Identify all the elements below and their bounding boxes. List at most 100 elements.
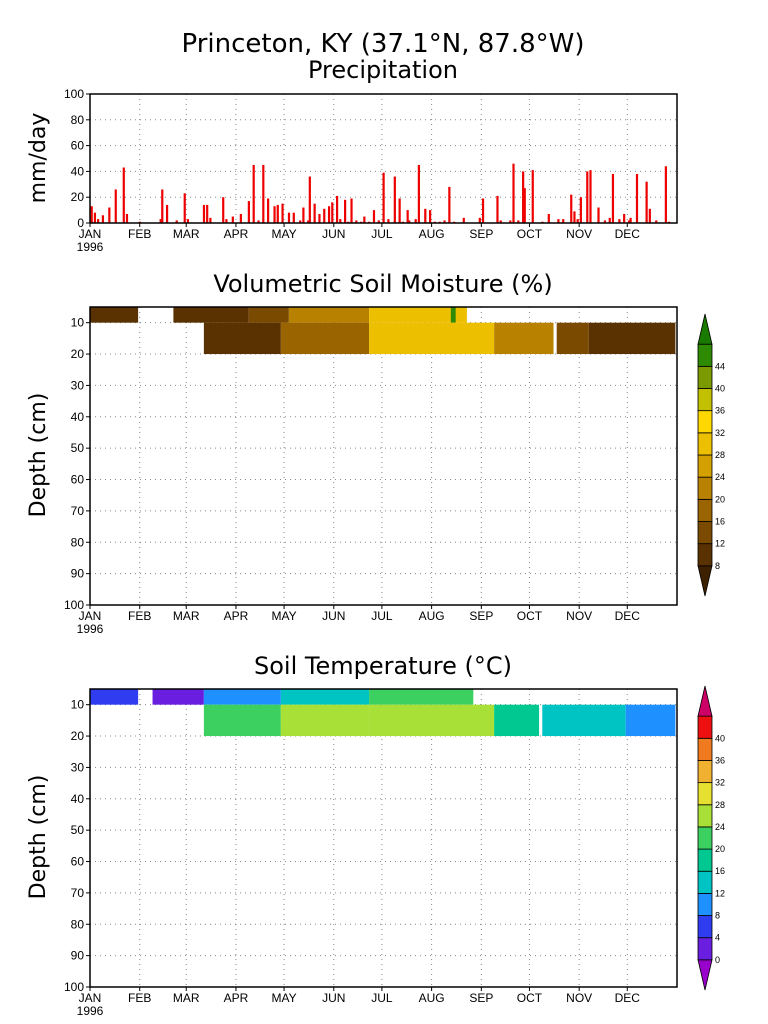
precip-bar <box>125 213 129 223</box>
precip-bar <box>355 220 358 223</box>
heatmap-cell <box>450 307 456 323</box>
y-tick-label: 100 <box>64 598 84 612</box>
x-tick-label: JUL <box>371 227 393 241</box>
precip-bar <box>509 220 512 223</box>
colorbar-label: 8 <box>715 911 720 921</box>
precip-bar <box>570 194 573 223</box>
precip-bar <box>287 212 291 223</box>
y-tick-label: 70 <box>71 504 85 518</box>
precip-bar <box>327 206 331 223</box>
x-tick-label: APR <box>224 227 249 241</box>
precip-bar <box>557 219 560 223</box>
x-tick-label: MAR <box>173 227 200 241</box>
heatmap-cell <box>248 307 289 323</box>
colorbar-swatch <box>697 565 713 597</box>
precip-bar <box>331 202 334 223</box>
precip-bar <box>222 197 225 223</box>
x-tick-label: SEP <box>469 609 493 623</box>
x-tick-label: DEC <box>615 609 641 623</box>
precip-bar <box>629 217 632 223</box>
heatmap-cell <box>90 689 139 705</box>
precip-bar <box>608 217 611 223</box>
colorbar-label: 44 <box>715 361 725 371</box>
heatmap-cell <box>280 704 370 737</box>
precip-bar <box>323 208 326 223</box>
y-tick-label: 20 <box>71 729 85 743</box>
precip-bar <box>252 164 255 223</box>
x-tick-label: JUN <box>322 609 345 623</box>
year-label: 1996 <box>77 1004 104 1018</box>
x-tick-label: MAY <box>272 991 297 1005</box>
precip-bar <box>603 220 607 223</box>
colorbar-swatch <box>697 476 713 500</box>
colorbar-label: 12 <box>715 888 725 898</box>
precip-bar <box>664 166 667 223</box>
heatmap-cell <box>369 704 495 737</box>
colorbar-label: 12 <box>715 539 725 549</box>
x-tick-label: JUN <box>322 991 345 1005</box>
precip-bar <box>231 216 234 223</box>
precip-bar <box>97 219 100 223</box>
colorbar-swatch <box>697 760 713 784</box>
x-tick-label: APR <box>224 991 249 1005</box>
x-tick-label: AUG <box>419 991 445 1005</box>
precip-bar <box>101 215 105 223</box>
x-tick-label: FEB <box>128 991 151 1005</box>
y-tick-label: 10 <box>71 698 85 712</box>
colorbar-swatch <box>697 915 713 939</box>
precip-bar <box>573 211 576 223</box>
heatmap-cell <box>203 704 281 737</box>
heatmap-cell <box>280 689 370 705</box>
precip-bar <box>206 204 209 223</box>
soil-moisture-panel: Depth (cm) 10 20 30 40 50 60 70 80 90 100 JAN FEB M… <box>26 306 725 636</box>
precip-bar <box>443 220 446 223</box>
heatmap-cell <box>494 322 554 355</box>
colorbar-label: 32 <box>715 778 725 788</box>
colorbar-label: 24 <box>715 472 725 482</box>
precip-bar <box>318 213 321 223</box>
y-tick-label: 30 <box>71 760 85 774</box>
precip-bar <box>302 207 305 223</box>
colorbar-swatch <box>697 388 713 412</box>
y-tick-label: 100 <box>64 87 84 101</box>
colorbar-label: 40 <box>715 384 725 394</box>
precip-bar <box>292 212 295 223</box>
precip-bar <box>93 212 97 223</box>
precip-bar <box>408 220 411 223</box>
precip-bar <box>281 203 284 223</box>
y-tick-label: 90 <box>71 567 85 581</box>
colorbar-swatch <box>697 848 713 872</box>
colorbar-label: 24 <box>715 822 725 832</box>
precipitation-panel: mm/day 0 20 40 60 80 100 JAN FEB MAR APR MAY JUN JU… <box>26 87 678 254</box>
colorbar-label: 4 <box>715 933 720 943</box>
precip-bar <box>648 208 651 223</box>
precip-bar <box>429 210 432 223</box>
precip-bar <box>350 198 353 223</box>
precip-bar <box>382 172 385 223</box>
x-tick-label: NOV <box>566 227 592 241</box>
y-tick-label: 0 <box>77 216 84 230</box>
colorbar-swatch <box>697 804 713 828</box>
precip-bar <box>335 195 339 223</box>
colorbar-label: 8 <box>715 561 720 571</box>
precip-bar <box>579 197 582 223</box>
x-tick-label: DEC <box>615 227 641 241</box>
x-tick-label: JAN <box>79 227 102 241</box>
y-tick-label: 60 <box>71 473 85 487</box>
precip-bar <box>586 171 589 223</box>
y-tick-label: 80 <box>71 535 85 549</box>
precip-bar <box>627 220 631 223</box>
colorbar-swatch <box>697 959 713 991</box>
precip-bar <box>522 171 525 223</box>
x-tick-label: OCT <box>517 227 543 241</box>
heatmap-cell <box>173 307 249 323</box>
precip-bar <box>273 206 276 223</box>
precip-bar <box>481 198 485 223</box>
heatmap-cell <box>625 704 676 737</box>
colorbar-swatch <box>697 365 713 389</box>
heatmap-cell <box>556 322 589 355</box>
colorbar-swatch <box>697 543 713 567</box>
heatmap-cell <box>588 322 676 355</box>
colorbar-swatch <box>697 410 713 434</box>
moisture-plot-frame <box>89 306 678 606</box>
